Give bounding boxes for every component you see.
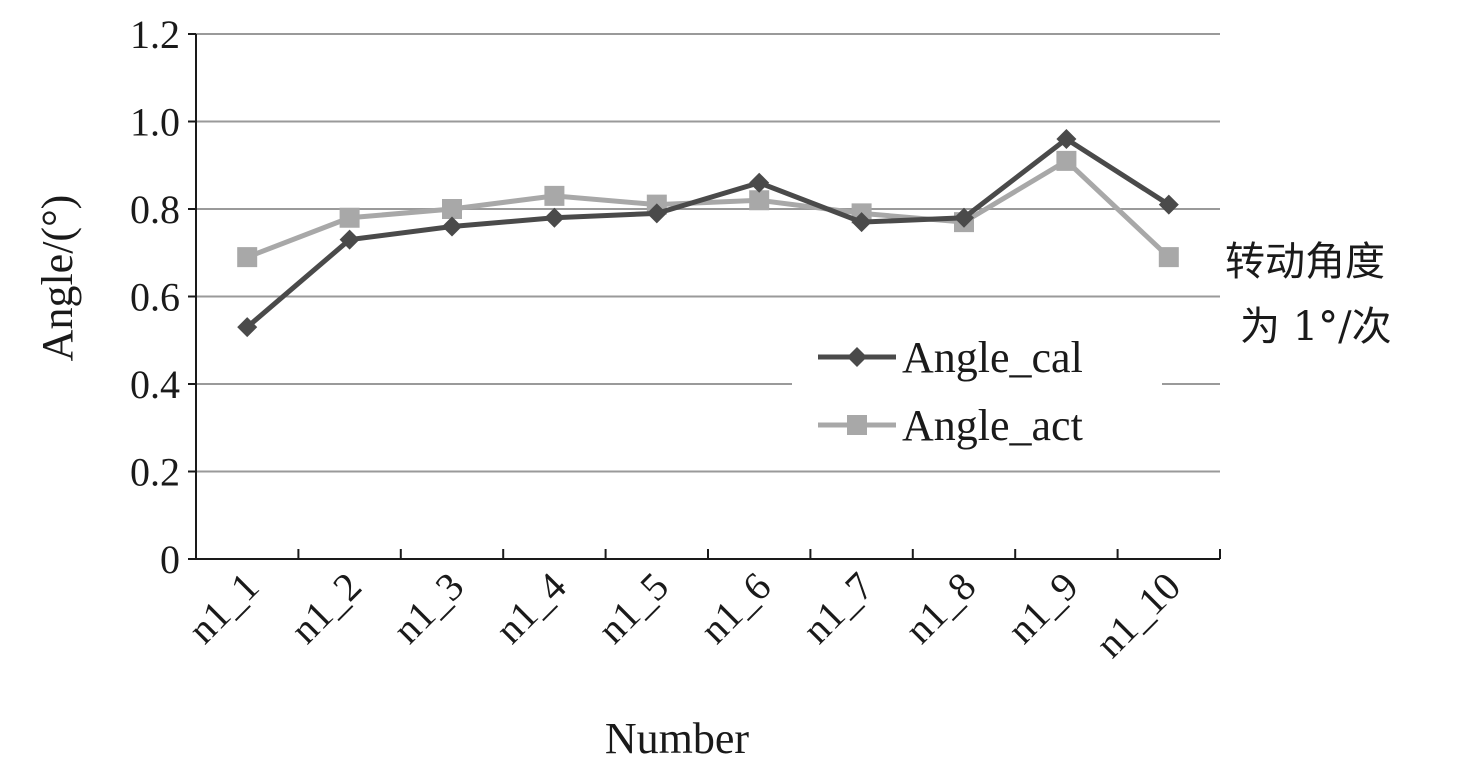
data-point bbox=[1056, 129, 1077, 149]
data-point bbox=[1158, 247, 1179, 268]
note-line-1: 转动角度 bbox=[1225, 239, 1385, 285]
note-line-2: 为 1°/次 bbox=[1240, 304, 1392, 350]
x-tick-label: n1_2 bbox=[282, 564, 370, 652]
y-tick-label: 0 bbox=[160, 537, 180, 582]
y-tick-label: 1.0 bbox=[130, 100, 180, 145]
x-tick-label: n1_9 bbox=[998, 564, 1086, 652]
data-point bbox=[237, 247, 258, 268]
legend-label: Angle_act bbox=[902, 401, 1083, 450]
data-point bbox=[749, 172, 770, 193]
data-point bbox=[237, 317, 258, 338]
x-tick-label: n1_6 bbox=[691, 564, 779, 652]
x-tick-label: n1_10 bbox=[1087, 564, 1190, 667]
legend-marker bbox=[847, 347, 867, 367]
x-axis-title: Number bbox=[605, 714, 750, 763]
y-tick-label: 0.2 bbox=[130, 450, 180, 495]
axes bbox=[188, 33, 1221, 560]
data-point bbox=[749, 190, 770, 211]
x-tick-labels: n1_1 n1_2 n1_3 n1_4 n1_5 n1_6 n1_7 n1_8 n1_9 n1_1… bbox=[179, 564, 1189, 667]
rotation-step-note: 转动角度 为 1°/次 bbox=[1222, 220, 1452, 360]
data-point bbox=[1158, 194, 1179, 215]
data-point bbox=[954, 207, 974, 228]
legend-item: Angle_act bbox=[818, 401, 1083, 450]
data-point bbox=[851, 212, 872, 233]
legend: Angle_cal Angle_act bbox=[792, 330, 1162, 458]
x-tick-label: n1_8 bbox=[896, 564, 984, 652]
series bbox=[237, 129, 1179, 338]
y-tick-label: 0.4 bbox=[130, 362, 180, 407]
data-point bbox=[646, 203, 667, 224]
gridlines bbox=[196, 33, 1220, 473]
y-tick-labels: 0 0.2 0.4 0.6 0.8 1.0 1.2 bbox=[130, 12, 180, 582]
x-tick-label: n1_7 bbox=[794, 564, 882, 652]
legend-item: Angle_cal bbox=[818, 333, 1083, 382]
y-tick-label: 0.6 bbox=[130, 275, 180, 320]
data-point bbox=[442, 216, 462, 237]
series-Angle_cal bbox=[237, 129, 1179, 338]
series-line bbox=[245, 135, 1171, 330]
data-point bbox=[339, 207, 360, 228]
data-point bbox=[442, 199, 462, 219]
x-tick-label: n1_3 bbox=[384, 564, 472, 652]
x-tick-label: n1_1 bbox=[179, 564, 267, 652]
x-tick-label: n1_4 bbox=[486, 564, 574, 652]
y-tick-label: 1.2 bbox=[130, 12, 180, 57]
data-point bbox=[1056, 150, 1077, 171]
data-point bbox=[339, 229, 360, 250]
legend-label: Angle_cal bbox=[902, 333, 1083, 382]
y-axis-title: Angle/(°) bbox=[33, 195, 82, 362]
data-point bbox=[544, 185, 565, 206]
legend-marker bbox=[847, 415, 867, 435]
y-tick-label: 0.8 bbox=[130, 187, 180, 232]
x-tick-label: n1_5 bbox=[589, 564, 677, 652]
series-line bbox=[246, 157, 1171, 260]
data-point bbox=[544, 207, 565, 228]
